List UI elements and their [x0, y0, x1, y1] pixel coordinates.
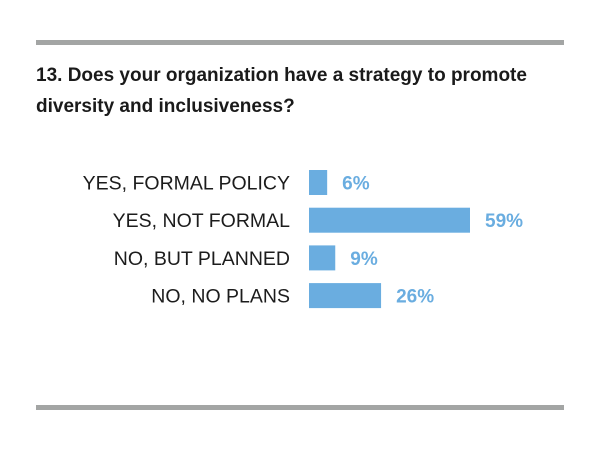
category-label: YES, FORMAL POLICY — [83, 173, 290, 195]
category-label: NO, BUT PLANNED — [114, 248, 290, 270]
category-label: NO, NO PLANS — [151, 286, 290, 308]
bar — [309, 245, 336, 271]
top-divider — [36, 40, 564, 45]
bar — [309, 170, 328, 195]
value-label: 59% — [485, 211, 523, 232]
bar — [309, 283, 382, 309]
value-label: 26% — [396, 287, 434, 308]
value-label: 6% — [342, 174, 370, 195]
value-label: 9% — [350, 249, 378, 270]
bottom-divider — [36, 405, 564, 410]
bar — [309, 207, 470, 233]
chart-title: 13. Does your organization have a strate… — [36, 65, 527, 117]
category-label: YES, NOT FORMAL — [113, 210, 290, 232]
